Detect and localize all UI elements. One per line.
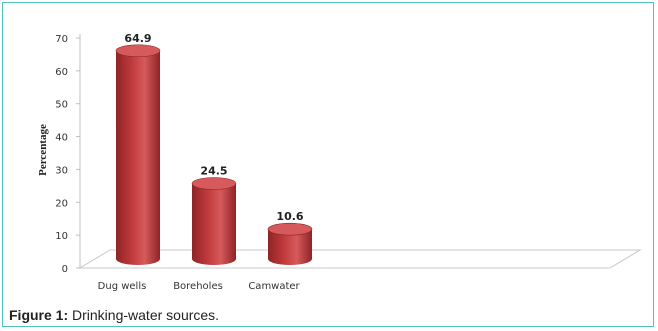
data-label: 24.5 — [200, 165, 227, 178]
bar-camwater: 10.6 — [267, 210, 313, 265]
bar-top — [267, 222, 313, 236]
bar-top — [191, 177, 237, 190]
axis-layer — [78, 34, 642, 269]
caption-text: Drinking-water sources. — [72, 307, 220, 323]
y-tick-labels: 0 10 20 30 40 50 60 70 — [55, 34, 80, 275]
y-tick-label: 50 — [55, 100, 68, 111]
y-tick-label: 0 — [62, 264, 68, 275]
y-tick-label: 40 — [55, 133, 68, 144]
bar-dug-wells: 64.9 — [115, 32, 161, 265]
figure-frame — [2, 2, 654, 327]
data-label: 64.9 — [124, 32, 151, 45]
bar-body — [116, 50, 160, 265]
y-axis-label: Percentage — [37, 124, 49, 176]
bar-body — [268, 229, 312, 265]
x-tick-label: Dug wells — [98, 281, 147, 292]
bar-top — [115, 44, 161, 58]
y-tick-label: 20 — [55, 198, 68, 209]
y-tick-label: 70 — [55, 34, 68, 45]
x-tick-labels: Dug wells Boreholes Camwater — [98, 281, 301, 292]
bar-body — [192, 183, 236, 265]
data-label: 10.6 — [276, 210, 303, 223]
y-tick-label: 30 — [55, 165, 68, 176]
y-tick-label: 10 — [55, 231, 68, 242]
bar-boreholes: 24.5 — [191, 165, 237, 265]
figure-caption: Figure 1: Drinking-water sources. — [9, 307, 219, 323]
bar-chart: 0 10 20 30 40 50 60 70 64.9 24.5 10.6 Dug wells Bo… — [37, 32, 642, 292]
x-tick-label: Camwater — [248, 281, 300, 292]
caption-label: Figure 1: — [9, 307, 69, 323]
y-tick-label: 60 — [55, 67, 68, 78]
bars: 64.9 24.5 10.6 — [115, 32, 313, 265]
x-tick-label: Boreholes — [173, 281, 223, 292]
floor-plane — [78, 249, 642, 269]
